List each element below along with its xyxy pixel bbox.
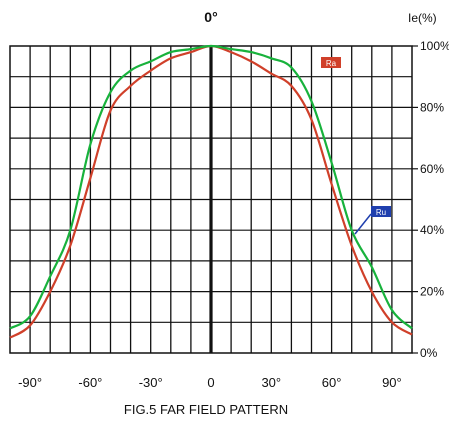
legend-layer: Ra Ru bbox=[321, 57, 391, 235]
top-center-label: 0° bbox=[204, 9, 217, 25]
y-tick-label: 40% bbox=[420, 223, 444, 237]
y-tick-label: 60% bbox=[420, 162, 444, 176]
x-tick-label: 90° bbox=[382, 375, 402, 390]
y-tick-label: 80% bbox=[420, 100, 444, 114]
legend-leader-line bbox=[354, 213, 372, 235]
legend-box-ra bbox=[321, 57, 341, 68]
y-axis-label: Ie(%) bbox=[408, 11, 437, 25]
x-tick-labels: -90° -60° -30° 0 30° 60° 90° bbox=[18, 375, 402, 390]
y-tick-labels: 0% 20% 40% 60% 80% 100% bbox=[412, 39, 449, 360]
chart-grid bbox=[9, 45, 413, 354]
x-tick-label: -60° bbox=[78, 375, 102, 390]
series-layer bbox=[9, 44, 413, 339]
y-tick-label: 100% bbox=[420, 39, 449, 53]
chart-title: FIG.5 FAR FIELD PATTERN bbox=[124, 402, 288, 417]
x-tick-label: 0 bbox=[207, 375, 214, 390]
y-tick-label: 0% bbox=[420, 346, 438, 360]
legend-label-ru: Ru bbox=[376, 208, 386, 217]
legend-box-ru bbox=[371, 206, 391, 217]
series-line-ru bbox=[9, 44, 413, 330]
x-tick-label: 60° bbox=[322, 375, 342, 390]
x-tick-label: -90° bbox=[18, 375, 42, 390]
y-tick-label: 20% bbox=[420, 285, 444, 299]
x-tick-label: -30° bbox=[139, 375, 163, 390]
legend-label-ra: Ra bbox=[326, 59, 337, 68]
x-tick-label: 30° bbox=[261, 375, 281, 390]
